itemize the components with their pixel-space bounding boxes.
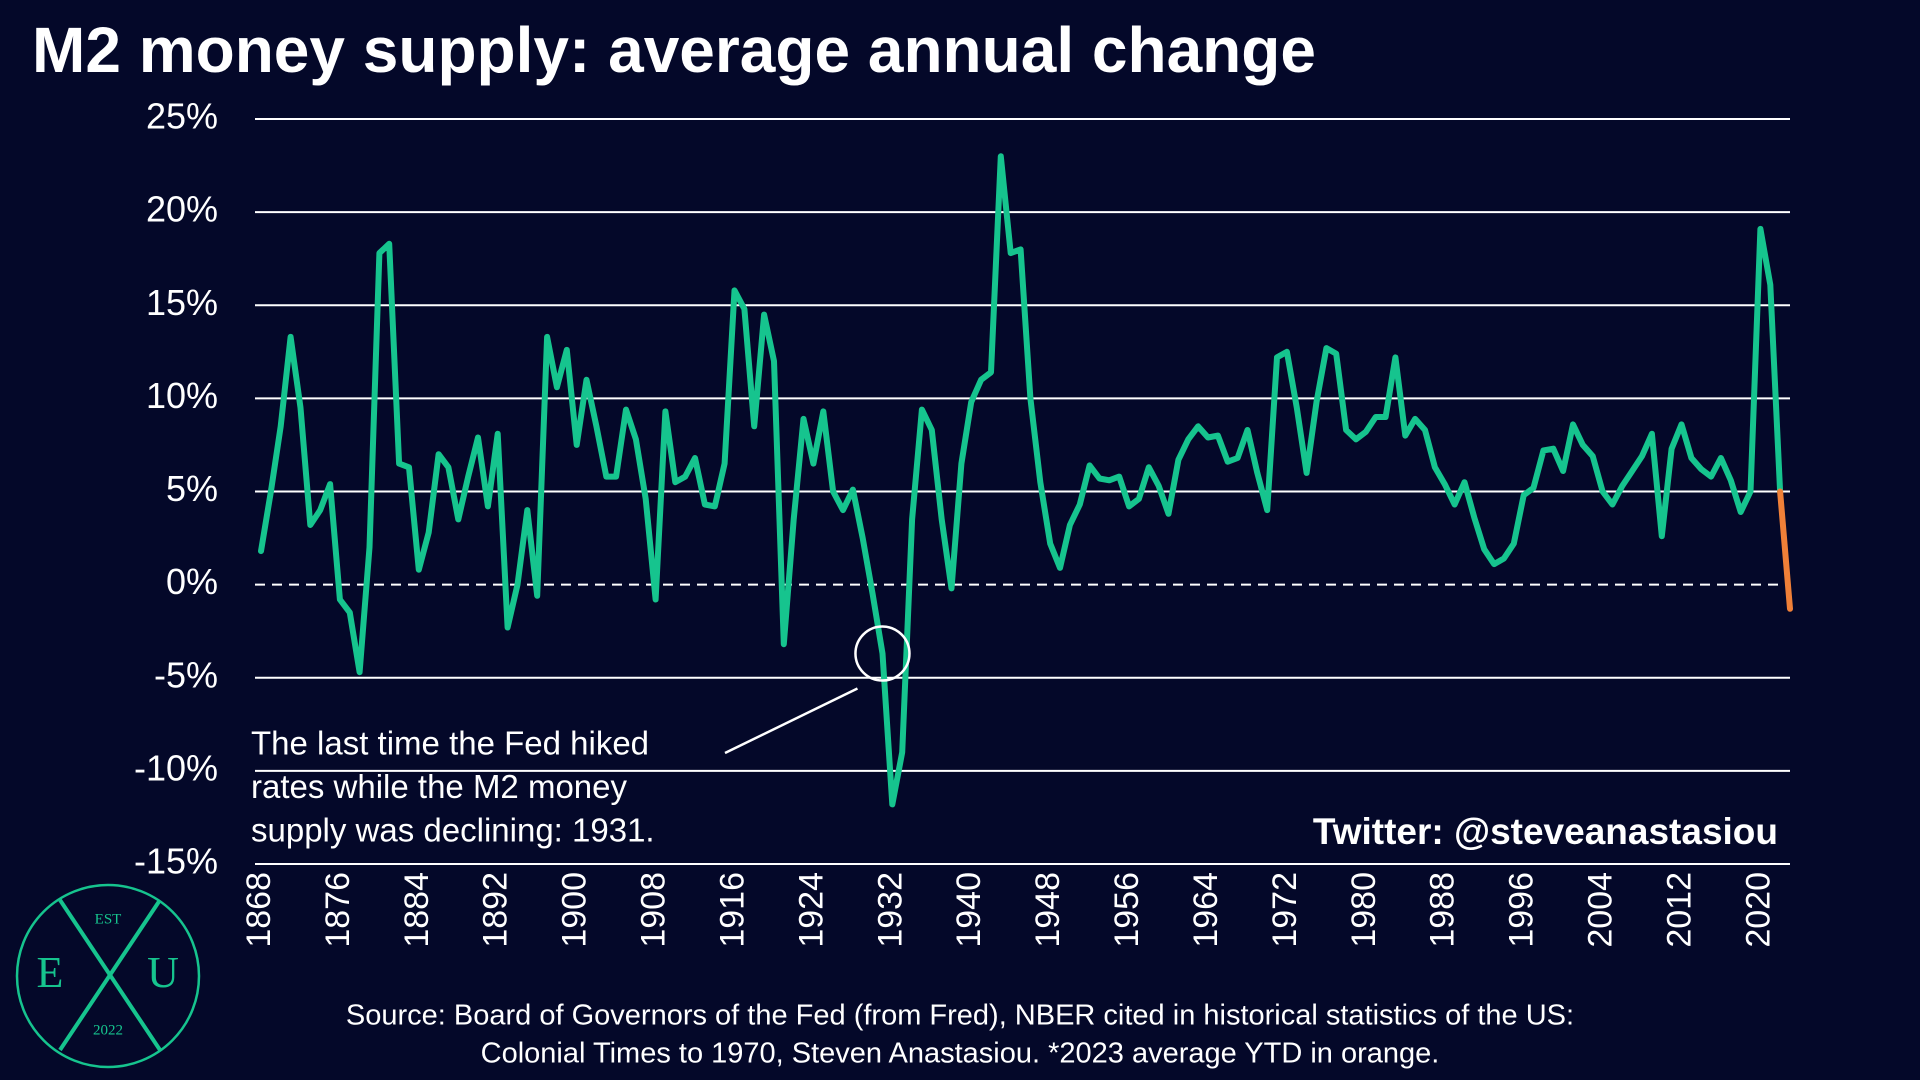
x-tick-label: 1868: [240, 872, 278, 948]
x-tick-label: 1884: [398, 872, 436, 948]
x-tick-label: 1956: [1108, 872, 1146, 948]
y-tick-label: -15%: [134, 841, 218, 882]
x-tick-label: 1932: [871, 872, 909, 948]
x-tick-label: 2004: [1582, 872, 1620, 948]
annotation-pointer: [724, 687, 859, 755]
series-line: [1777, 488, 1793, 612]
y-tick-label: -10%: [134, 747, 218, 788]
chart-title: M2 money supply: average annual change: [32, 14, 1316, 86]
logo-text: 2022: [93, 1022, 123, 1038]
logo-text: EST: [95, 911, 122, 927]
x-tick-label: 2020: [1739, 872, 1777, 948]
y-tick-label: 25%: [146, 96, 218, 137]
x-tick-label: 1908: [635, 872, 673, 948]
logo-text: E: [37, 948, 64, 997]
logo-cross: [58, 898, 162, 1052]
annotation-circle: [854, 625, 911, 682]
x-tick-label: 1972: [1266, 872, 1304, 948]
y-tick-label: 15%: [146, 282, 218, 323]
x-tick-label: 1948: [1029, 872, 1067, 948]
annotation-text: The last time the Fed hiked: [251, 725, 649, 762]
x-tick-label: 1988: [1424, 872, 1462, 948]
x-tick-label: 1980: [1345, 872, 1383, 948]
y-tick-label: 5%: [166, 468, 218, 509]
x-tick-label: 1924: [792, 872, 830, 948]
x-tick-label: 1876: [319, 872, 357, 948]
x-tick-label: 1892: [477, 872, 515, 948]
x-tick-label: 1996: [1503, 872, 1541, 948]
x-tick-label: 2012: [1660, 872, 1698, 948]
credit: Twitter: @steveanastasiou: [1313, 811, 1778, 852]
logo-text: U: [147, 948, 179, 997]
annotation-text: rates while the M2 money: [251, 768, 628, 805]
logo: EST E U 2022: [15, 883, 201, 1069]
x-tick-label: 1964: [1187, 872, 1225, 948]
logo-ring: [15, 883, 201, 1069]
y-tick-label: 10%: [146, 375, 218, 416]
y-tick-label: 20%: [146, 189, 218, 230]
source-line: Colonial Times to 1970, Steven Anastasio…: [481, 1038, 1440, 1070]
x-tick-label: 1940: [950, 872, 988, 948]
x-tick-label: 1900: [556, 872, 594, 948]
y-tick-label: -5%: [154, 654, 218, 695]
x-tick-label: 1916: [713, 872, 751, 948]
source-line: Source: Board of Governors of the Fed (f…: [346, 1000, 1574, 1032]
annotation-text: supply was declining: 1931.: [251, 812, 655, 849]
series-line: [258, 153, 1784, 808]
y-tick-label: 0%: [166, 561, 218, 602]
